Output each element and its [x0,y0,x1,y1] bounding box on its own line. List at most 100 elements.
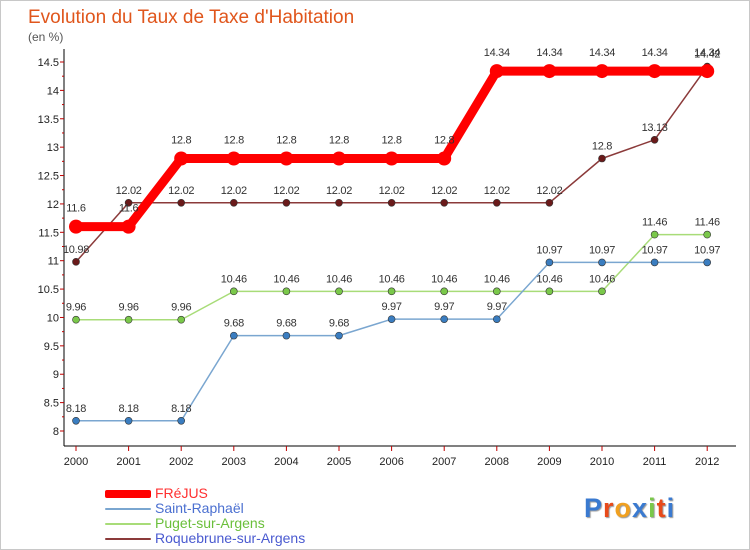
logo-letter-5: t [656,493,667,523]
y-tick-label-1: 8.5 [44,398,59,410]
x-tick-label-3: 2003 [222,456,246,468]
point-0-1 [121,219,136,234]
data-label-2-11: 11.46 [642,217,667,229]
point-3-0 [72,258,80,266]
y-tick-label-3: 9.5 [44,341,59,353]
legend-label-saint-raphael: Saint-Raphaël [155,500,244,516]
point-1-4 [282,331,291,340]
data-label-0-2: 12.8 [171,135,191,147]
point-0-7 [437,151,452,166]
y-tick-label-7: 11.5 [38,227,59,239]
data-label-2-5: 10.46 [326,273,352,285]
point-3-7 [440,198,449,207]
data-label-0-5: 12.8 [329,135,349,147]
x-tick-label-9: 2009 [537,456,561,468]
point-3-3 [230,198,238,207]
point-1-7 [440,315,449,323]
data-label-3-12: 14.42 [694,49,720,61]
point-2-10 [598,287,606,296]
data-label-1-6: 9.97 [381,301,401,313]
point-2-4 [282,287,291,296]
data-label-3-7: 12.02 [431,185,457,197]
y-tick-label-10: 13 [47,142,59,154]
y-axis: 8 8.5 9 9.5 10 10.5 11 11.5 12 12.5 13 13.5 14 14.5 [38,49,65,446]
data-label-0-6: 12.8 [381,135,401,147]
point-2-1 [124,315,133,324]
series-layer [69,62,715,425]
point-2-8 [492,287,501,296]
point-1-3 [230,331,238,340]
data-label-3-0: 10.98 [63,244,89,256]
point-1-10 [598,258,606,267]
point-1-2 [177,416,185,425]
data-label-3-11: 13.13 [642,122,668,134]
y-tick-label-5: 10.5 [38,284,59,296]
x-tick-label-10: 2010 [590,456,614,468]
y-axis-unit-label: (en %) [28,30,64,44]
x-tick-label-5: 2005 [327,456,351,468]
legend-swatch-puget-sur-argens [105,523,151,525]
x-tick-label-4: 2004 [274,456,298,468]
point-3-1 [124,198,133,207]
point-0-2 [174,151,189,166]
point-2-0 [72,315,80,324]
data-label-2-9: 10.46 [536,273,562,285]
point-3-2 [177,198,185,207]
data-label-3-1: 12.02 [116,185,142,197]
legend-swatch-roquebrune-sur-argens [105,538,151,540]
data-label-2-10: 10.46 [589,273,615,285]
data-label-2-0: 9.96 [66,302,86,314]
point-1-0 [72,416,80,425]
point-1-6 [387,315,396,323]
y-tick-label-9: 12.5 [38,171,59,183]
point-2-9 [545,287,554,296]
point-2-5 [335,287,343,296]
y-tick-label-2: 9 [53,369,59,381]
data-label-2-8: 10.46 [484,273,510,285]
legend-label-puget-sur-argens: Puget-sur-Argens [155,515,265,531]
point-0-4 [279,151,294,166]
point-1-9 [545,258,554,267]
x-tick-label-11: 2011 [643,456,667,468]
data-label-2-2: 9.96 [171,302,191,314]
data-label-0-10: 14.34 [589,47,615,59]
point-2-2 [177,315,185,324]
point-3-8 [492,198,501,207]
y-tick-label-13: 14.5 [38,57,59,69]
data-label-2-3: 10.46 [221,273,247,285]
point-2-12 [703,230,712,239]
data-label-3-9: 12.02 [536,185,562,197]
data-label-1-12: 10.97 [694,244,720,256]
data-label-1-5: 9.68 [329,318,349,330]
data-label-3-3: 12.02 [221,185,247,197]
x-tick-label-6: 2006 [379,456,403,468]
data-label-1-0: 8.18 [66,403,86,415]
data-label-3-2: 12.02 [168,185,194,197]
logo-letter-3: x [632,493,649,523]
point-3-11 [650,135,659,144]
proxiti-logo: Proxiti [584,493,675,524]
data-label-3-5: 12.02 [326,185,352,197]
point-3-6 [387,198,396,207]
point-3-5 [335,198,343,207]
data-label-0-9: 14.34 [536,47,562,59]
data-label-0-1: 11.6 [119,203,139,215]
point-2-11 [650,230,659,239]
point-0-0 [69,219,83,234]
data-label-3-6: 12.02 [379,185,405,197]
point-2-6 [387,287,396,296]
legend-swatch-saint-raphael [105,508,151,510]
data-label-2-12: 11.46 [695,217,720,229]
legend-label-frejus: FRéJUS [155,485,208,501]
data-label-0-8: 14.34 [484,47,510,59]
data-label-1-2: 8.18 [171,403,191,415]
x-axis: 2000 2001 2002 2003 2004 2005 2006 2007 2008 2009… [64,445,736,468]
data-label-0-4: 12.8 [276,135,296,147]
data-label-2-6: 10.46 [379,273,405,285]
data-label-1-9: 10.97 [536,244,562,256]
point-0-6 [384,151,399,166]
y-tick-label-0: 8 [53,426,59,438]
point-1-1 [124,416,133,425]
data-label-0-12: 14.34 [694,47,720,59]
